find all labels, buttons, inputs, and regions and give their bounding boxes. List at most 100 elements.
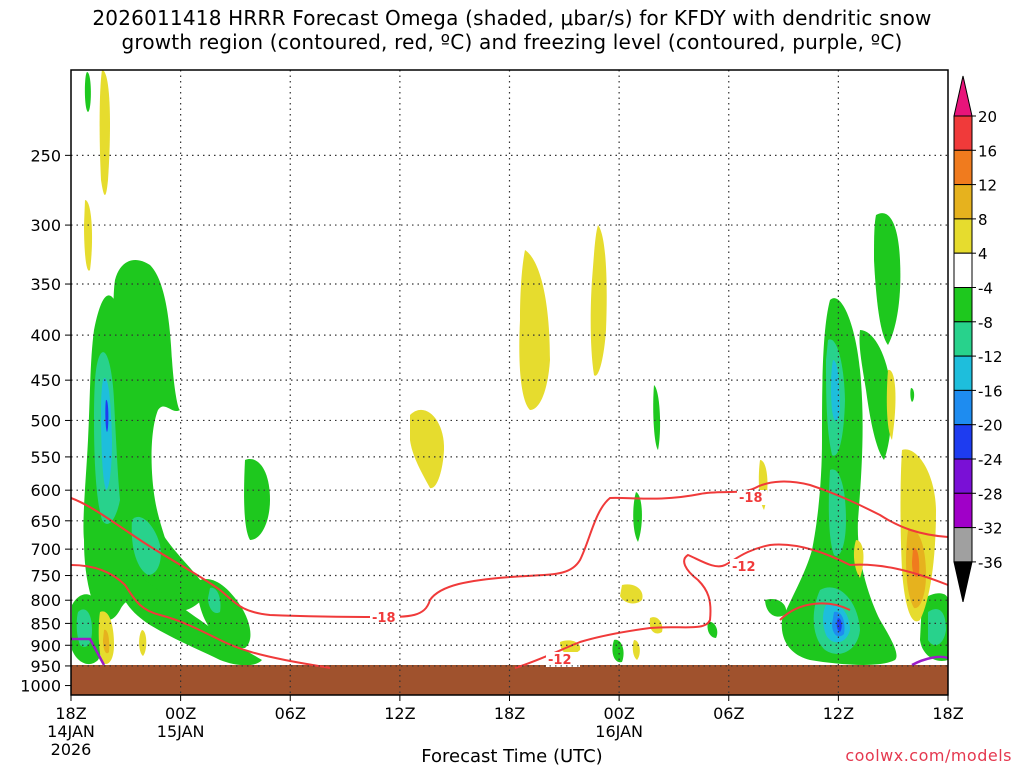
omega-area-green-right-dot4: [910, 388, 915, 402]
omega-area-green-left: [83, 295, 208, 621]
colorbar-label: 4: [978, 245, 988, 263]
omega-area-green-right-upper: [874, 213, 901, 345]
omega-area-yellow-18z: [519, 250, 550, 410]
omega-area-orange-lower-left: [103, 629, 110, 654]
omega-area-cyan-left: [101, 378, 112, 490]
y-tick-label: 600: [30, 481, 61, 500]
y-axis: 250 300 350 400 450 500 550 600 650 700 750 800 850 9…: [20, 146, 71, 696]
omega-area-green-06z: [244, 459, 270, 540]
omega-area-teal-right-edge: [928, 609, 946, 646]
colorbar-segment: [953, 218, 973, 254]
omega-area-yellow-right-dot3: [886, 369, 896, 440]
omega-area-green-dot-mid1: [653, 385, 661, 450]
x-tick-date: 16JAN: [595, 722, 643, 741]
colorbar-label: -8: [978, 314, 993, 332]
colorbar-label: 8: [978, 211, 988, 229]
omega-area-yellow-dot-mid1: [620, 584, 643, 604]
y-tick-label: 550: [30, 448, 61, 467]
colorbar-label: 20: [978, 108, 997, 126]
colorbar-segment: [953, 321, 973, 357]
y-tick-label: 400: [30, 326, 61, 345]
freezing-level-contours: [71, 637, 949, 667]
omega-area-yellow-upper-left: [84, 200, 93, 271]
contour-labels: -18 -18 -12 -12: [370, 490, 767, 668]
y-tick-label: 850: [30, 614, 61, 633]
colorbar-segment: [953, 492, 973, 529]
omega-area-green-right2: [859, 330, 892, 460]
contour-label-1: -18: [372, 611, 396, 626]
colorbar-segment: [953, 389, 973, 426]
colorbar-label: -16: [978, 382, 1003, 400]
contour-label-3: -12: [732, 560, 756, 575]
dgz-contour-right-low: [779, 602, 851, 621]
colorbar-label: -4: [978, 280, 993, 298]
x-tick-label: 18Z: [55, 704, 86, 723]
omega-area-teal-lower-left: [76, 609, 92, 647]
omega-area-teal-right-mid: [828, 469, 846, 556]
contour-label-2: -18: [739, 491, 763, 506]
colorbar-label: 12: [978, 177, 997, 195]
y-tick-label: 1000: [20, 677, 61, 696]
omega-area-yellow-right-dot2: [853, 540, 864, 578]
x-tick-date: 15JAN: [157, 722, 205, 741]
credit-text: coolwx.com/models: [845, 746, 1012, 765]
title-line-2: growth region (contoured, red, ºC) and f…: [121, 30, 903, 54]
y-tick-label: 950: [30, 657, 61, 676]
y-tick-label: 700: [30, 540, 61, 559]
y-tick-label: 900: [30, 636, 61, 655]
omega-area-cyan-right: [830, 360, 840, 422]
omega-area-darkorange-right-edge: [912, 547, 920, 577]
x-tick-label: 12Z: [384, 704, 415, 723]
omega-area-yellow-21z: [590, 225, 607, 376]
colorbar-top-arrow: [953, 75, 973, 117]
omega-area-yellow-dot-mid2: [649, 617, 663, 634]
y-tick-label: 300: [30, 216, 61, 235]
colorbar-segment: [953, 184, 973, 220]
colorbar-segment: [953, 527, 973, 563]
y-tick-label: 650: [30, 512, 61, 531]
freezing-level-line-left: [71, 637, 106, 666]
colorbar-segment: [953, 458, 973, 494]
dgz-contour-12-mid: [514, 543, 949, 669]
omega-area-yellow-upper-left2: [99, 70, 110, 195]
colorbar-label: -24: [978, 451, 1003, 469]
colorbar-label: -20: [978, 417, 1003, 435]
colorbar-label: -32: [978, 520, 1003, 538]
chart-title: 2026011418 HRRR Forecast Omega (shaded, …: [0, 6, 1024, 54]
colorbar-label: 16: [978, 142, 997, 160]
y-tick-label: 250: [30, 146, 61, 165]
x-tick-date: 14JAN: [47, 722, 95, 741]
omega-area-green-dot-mid4: [707, 621, 718, 638]
colorbar-segment: [953, 287, 973, 323]
x-tick-label: 12Z: [823, 704, 854, 723]
y-tick-label: 800: [30, 591, 61, 610]
colorbar-segment: [953, 115, 973, 151]
colorbar-segment: [953, 355, 973, 391]
title-line-1: 2026011418 HRRR Forecast Omega (shaded, …: [92, 6, 932, 30]
omega-area-yellow-dot1: [139, 630, 147, 656]
colorbar: 20 16 12 8 4 -4 -8 -12 -16 -20 -24 -28 -32 -36: [953, 75, 1003, 603]
y-tick-label: 450: [30, 371, 61, 390]
omega-area-yellow-dot-mid3: [632, 640, 640, 660]
omega-area-green-left2: [113, 260, 180, 598]
y-tick-label: 500: [30, 411, 61, 430]
colorbar-label: -12: [978, 348, 1003, 366]
colorbar-label: -28: [978, 485, 1003, 503]
dgz-contour-lower: [70, 564, 331, 669]
x-tick-label: 18Z: [932, 704, 963, 723]
contour-label-4: -12: [548, 653, 572, 668]
x-tick-label: 18Z: [494, 704, 525, 723]
y-tick-label: 350: [30, 275, 61, 294]
x-tick-label: 00Z: [165, 704, 196, 723]
colorbar-segment: [953, 149, 973, 186]
colorbar-label: -36: [978, 554, 1003, 572]
omega-area-yellow-12z: [410, 409, 445, 489]
y-tick-label: 750: [30, 567, 61, 586]
colorbar-segment: [953, 252, 973, 288]
colorbar-bottom-arrow: [953, 561, 973, 603]
x-tick-label: 00Z: [603, 704, 634, 723]
x-axis-label: Forecast Time (UTC): [421, 746, 603, 767]
colorbar-segment: [953, 424, 973, 460]
omega-area-green-right3: [765, 598, 787, 617]
